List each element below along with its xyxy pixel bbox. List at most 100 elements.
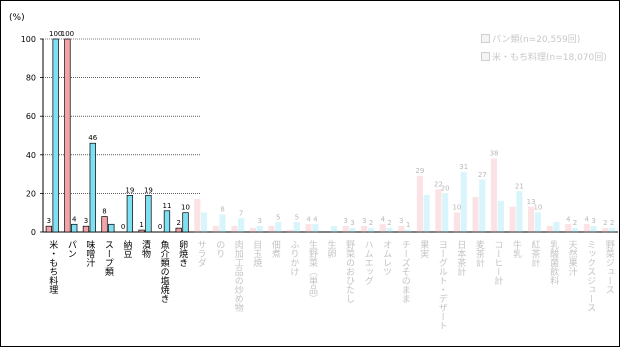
data-label-bread: 46 [88,134,97,142]
x-tick-label: 肉加工品の炒め物 [232,240,243,312]
legend-label-rice: 米・もち料理(n=18,070回) [492,52,607,63]
bar-bread [89,142,96,233]
bar-rice [509,206,516,233]
bar-rice [361,225,368,233]
data-label-bread: 5 [276,213,280,221]
bar-rice [45,225,53,233]
bar-bread [460,171,467,233]
data-label-bread: 3 [350,219,354,227]
bar-rice [101,216,108,233]
data-label-rice: 10 [452,204,461,212]
data-label-rice: 3 [47,217,51,225]
bar-bread [590,225,597,233]
bar-bread [571,227,579,233]
x-tick-label: ハムエッグ [362,240,373,285]
data-label-bread: 4 [72,215,77,223]
bar-bread [553,222,560,233]
bar-bread [145,194,152,233]
bar-rice [583,224,590,233]
y-tick-label: 80 [26,74,36,83]
data-label-bread: 3 [257,217,261,225]
data-label-bread: 3 [591,217,595,225]
bar-rice [546,225,553,233]
legend-item-bread: パン類(n=20,559回) [481,29,617,47]
bar-bread [219,214,226,233]
data-label-bread: 21 [515,182,524,190]
x-tick-label: 生野菜（単品） [306,240,317,303]
y-tick-label: 20 [26,189,36,198]
bar-rice [212,225,219,233]
x-tick-label: 卵焼き [177,240,188,267]
data-label-rice: 100 [61,30,74,38]
data-label-bread: 4 [313,215,318,223]
bar-rice [379,224,386,233]
bar-bread [367,227,375,233]
bar-bread [516,191,523,233]
bar-bread [275,222,282,233]
x-tick-label: 天然果汁 [566,240,577,276]
bar-bread [442,193,449,233]
data-label-bread: 2 [610,219,614,227]
data-label-bread: 20 [441,184,450,192]
x-tick-label: コーヒー計 [492,240,503,285]
bar-bread [497,200,504,233]
x-tick-label: チーズそのまま [399,240,410,303]
x-tick-label: のり [214,240,225,258]
bar-bread [256,225,263,233]
bar-bread [71,223,78,233]
legend-swatch-rice [481,51,490,61]
x-tick-label: 野菜ジュース [603,240,614,294]
bar-bread [108,223,115,233]
data-label-bread: 2 [369,219,373,227]
bar-rice [175,227,182,233]
bar-rice [231,225,238,233]
data-label-bread: 8 [220,206,224,214]
x-tick-label: 佃煮 [269,240,280,258]
bar-rice [305,224,312,233]
bar-rice [342,225,349,233]
data-label-bread: 2 [573,219,577,227]
y-tick-label: 100 [21,35,36,44]
bar-rice [602,227,609,233]
bar-bread [293,222,300,233]
bar-rice [472,197,479,233]
data-label-rice: 8 [102,208,106,216]
y-tick-label: 0 [31,228,36,237]
x-tick-label: 納豆 [121,240,132,258]
bar-bread [330,225,337,233]
data-label-rice: 38 [490,150,499,158]
data-label-bread: 19 [125,186,134,194]
bar-bread [52,38,59,233]
legend: パン類(n=20,559回) 米・もち料理(n=18,070回) [481,29,617,69]
x-tick-label: 米・もち料理 [47,240,58,294]
data-label-rice: 4 [566,215,571,223]
bar-bread [386,227,393,233]
x-tick-label: 日本茶計 [455,240,466,276]
legend-label-bread: パン類(n=20,559回) [492,34,581,45]
data-label-rice: 3 [362,217,366,225]
data-label-rice: 3 [343,217,347,225]
data-label-rice: 0 [158,223,162,231]
bar-rice [249,227,256,233]
bar-rice [82,225,90,233]
bar-bread [534,212,541,233]
data-label-bread: 11 [163,202,172,210]
data-label-rice: 2 [176,219,180,227]
data-label-rice: 0 [121,223,125,231]
x-tick-label: 魚介類の塩焼き [158,240,169,303]
data-label-bread: 7 [239,209,243,217]
data-label-bread: 19 [144,186,153,194]
y-axis-unit: (%) [9,13,25,23]
data-label-rice: 13 [527,198,536,206]
data-label-bread: 1 [406,221,410,229]
x-tick-label: 麦茶計 [473,240,484,267]
bar-rice [435,189,442,233]
data-label-rice: 4 [306,215,311,223]
bar-rice [138,229,145,233]
data-label-rice: 4 [585,215,590,223]
legend-item-rice: 米・もち料理(n=18,070回) [481,47,617,65]
x-tick-label: スープ類 [102,240,113,276]
x-tick-label: 紅茶計 [529,240,540,267]
bar-rice [490,158,498,233]
